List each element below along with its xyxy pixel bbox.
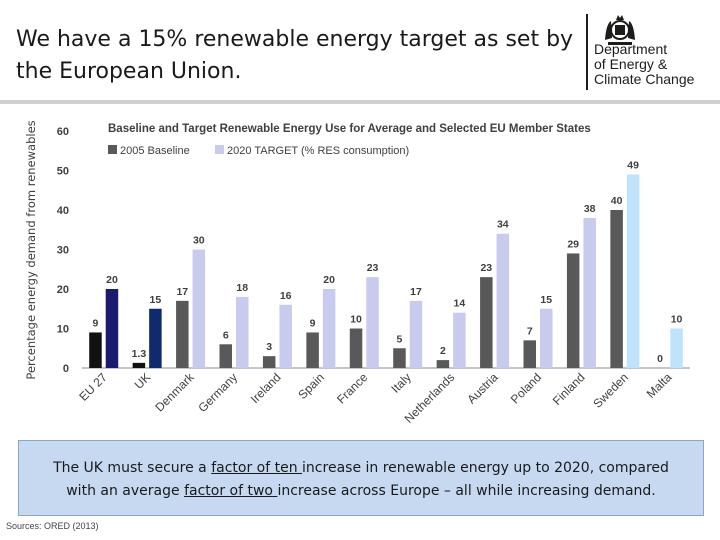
data-label-baseline: 9 (310, 317, 316, 329)
bar-target (453, 312, 466, 368)
data-label-baseline: 9 (93, 317, 99, 329)
data-label-baseline: 3 (266, 341, 272, 353)
y-tick-label: 50 (57, 166, 69, 178)
bar-target (626, 174, 640, 368)
bar-baseline (349, 328, 363, 368)
logo-text: Department of Energy & Climate Change (594, 41, 695, 87)
legend-label-baseline: 2005 Baseline (120, 145, 190, 157)
data-label-baseline: 17 (176, 286, 188, 298)
x-tick-label: Sweden (590, 370, 631, 411)
callout-text: The UK must secure a factor of ten incre… (41, 457, 681, 503)
data-label-target: 17 (410, 286, 422, 298)
legend-swatch-target (215, 145, 224, 154)
data-label-baseline: 23 (480, 262, 492, 274)
bar-target (366, 277, 379, 368)
bar-target (149, 308, 162, 368)
bar-baseline (523, 340, 536, 368)
data-label-target: 10 (671, 314, 683, 326)
data-label-baseline: 29 (567, 238, 579, 250)
y-tick-label: 0 (63, 363, 69, 375)
factor-of-two-text: factor of two (184, 483, 278, 499)
bar-target (670, 328, 683, 368)
data-label-target: 49 (627, 159, 639, 171)
data-label-baseline: 2 (440, 345, 446, 357)
y-axis-label: Percentage energy demand from renewables (24, 120, 38, 379)
legend-label-target: 2020 TARGET (% RES consumption) (227, 145, 409, 157)
data-label-target: 20 (323, 274, 335, 286)
x-tick-label: Ireland (248, 370, 284, 406)
x-tick-label: Germany (195, 370, 240, 415)
callout-part-3: increase across Europe – all while incre… (277, 483, 656, 499)
data-label-baseline: 10 (350, 314, 362, 326)
x-tick-label: Poland (508, 370, 544, 406)
data-label-baseline: 1.3 (132, 348, 147, 360)
data-label-baseline: 7 (527, 325, 533, 337)
y-tick-label: 30 (57, 245, 69, 257)
data-label-target: 15 (540, 294, 552, 306)
factor-of-ten-text: factor of ten (211, 460, 303, 476)
data-label-target: 15 (150, 294, 162, 306)
bar-target (192, 249, 206, 368)
data-label-target: 38 (584, 203, 596, 215)
data-label-target: 34 (497, 219, 509, 231)
data-label-target: 30 (193, 235, 205, 247)
y-tick-label: 40 (57, 205, 69, 217)
y-tick-label: 10 (57, 324, 69, 336)
y-tick-label: 20 (57, 284, 69, 296)
chart-title: Baseline and Target Renewable Energy Use… (108, 123, 591, 135)
source-note: Sources: ORED (2013) (6, 521, 99, 531)
decc-logo: Department of Energy & Climate Change (586, 12, 716, 92)
callout-box: The UK must secure a factor of ten incre… (18, 440, 704, 516)
royal-crest-icon (605, 15, 635, 45)
bar-target (496, 233, 510, 368)
x-tick-label: Italy (388, 370, 413, 395)
bar-baseline (306, 332, 319, 368)
bar-baseline (219, 344, 232, 368)
x-tick-label: UK (132, 370, 154, 392)
bar-baseline (480, 277, 493, 368)
legend-swatch-baseline (108, 145, 117, 154)
title-divider (0, 100, 720, 104)
data-label-baseline: 0 (657, 353, 663, 365)
bar-baseline (262, 356, 276, 368)
bar-baseline (566, 253, 580, 368)
bar-baseline (132, 362, 146, 368)
callout-part-2: increase in renewable energy up to 2020,… (66, 460, 669, 499)
x-tick-label: Malta (644, 370, 675, 401)
callout-part-1: The UK must secure a (53, 460, 212, 476)
x-tick-label: Spain (295, 370, 327, 402)
logo-divider (586, 14, 588, 90)
data-label-baseline: 5 (397, 333, 403, 345)
slide-title: We have a 15% renewable energy target as… (16, 27, 574, 84)
bar-target (322, 289, 336, 368)
bar-target (236, 296, 249, 368)
data-label-target: 23 (367, 262, 379, 274)
x-tick-label: Finland (550, 370, 588, 408)
bar-baseline (393, 348, 406, 368)
bar-baseline (176, 300, 189, 368)
bar-chart: Baseline and Target Renewable Energy Use… (24, 120, 690, 426)
bar-baseline (89, 332, 102, 368)
x-tick-label: EU 27 (76, 370, 110, 404)
bar-target (105, 289, 119, 368)
x-tick-label: Austria (464, 370, 501, 407)
x-tick-label: France (334, 370, 371, 407)
data-label-baseline: 40 (611, 195, 623, 207)
data-label-baseline: 6 (223, 329, 229, 341)
bar-target (409, 300, 423, 368)
bar-target (583, 217, 596, 368)
bar-baseline (436, 360, 450, 368)
data-label-target: 16 (280, 290, 292, 302)
x-tick-label: Denmark (152, 370, 197, 415)
data-label-target: 18 (236, 282, 248, 294)
bar-baseline (610, 210, 623, 368)
bar-target (540, 308, 553, 368)
y-tick-label: 60 (57, 126, 69, 138)
data-label-target: 20 (106, 274, 118, 286)
data-label-target: 14 (454, 298, 466, 310)
bar-target (279, 304, 292, 368)
